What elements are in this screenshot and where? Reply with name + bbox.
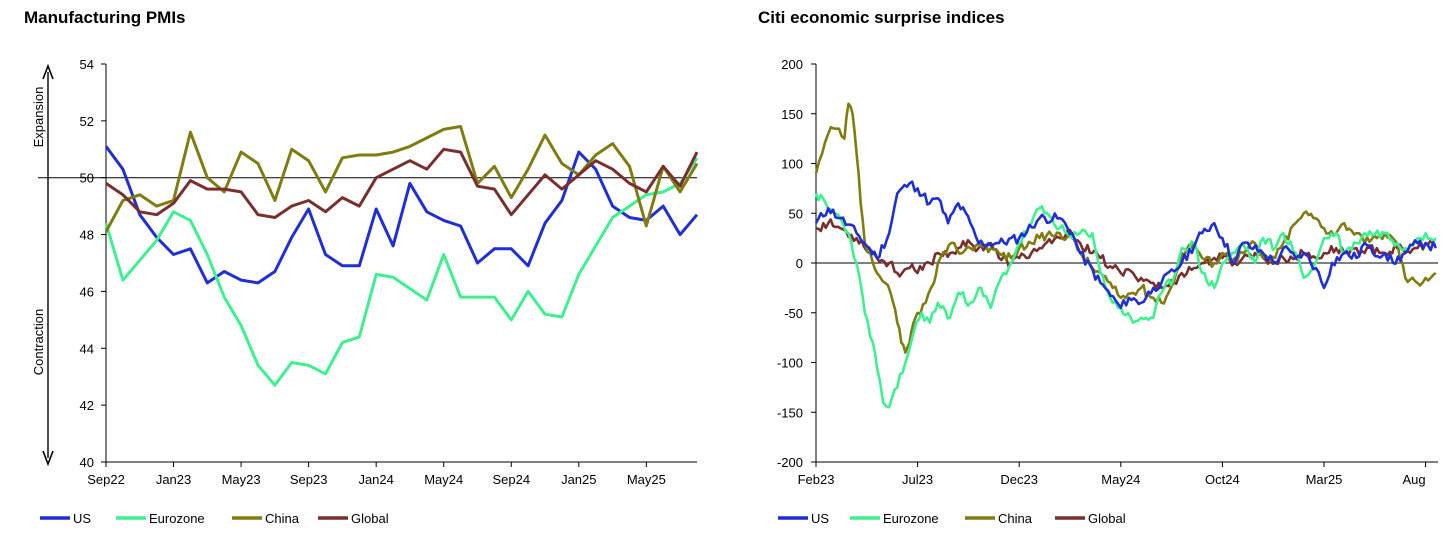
expansion-label: Expansion (31, 87, 46, 148)
pmi-chart-title: Manufacturing PMIs (24, 8, 186, 27)
cesi-y-tick-label: -100 (777, 356, 803, 371)
cesi-legend-label-eurozone: Eurozone (883, 511, 939, 526)
pmi-x-tick-label: Jan24 (358, 472, 393, 487)
cesi-y-tick-label: 0 (796, 256, 803, 271)
cesi-series-line-china (814, 102, 1437, 354)
pmi-legend-label-eurozone: Eurozone (149, 511, 205, 526)
cesi-y-tick-label: 100 (781, 157, 803, 172)
pmi-series-line-us (104, 145, 699, 285)
cesi-legend-label-china: China (998, 511, 1033, 526)
arrow-down-icon (42, 450, 54, 467)
pmi-series-line-china (104, 125, 699, 233)
cesi-chart-title: Citi economic surprise indices (758, 8, 1005, 27)
cesi-x-tick-label: Feb23 (798, 472, 835, 487)
pmi-series-line-eurozone (104, 156, 699, 387)
cesi-x-tick-label: Dec23 (1000, 472, 1038, 487)
cesi-x-tick-label: Jul23 (902, 472, 933, 487)
pmi-y-tick-label: 46 (80, 284, 94, 299)
pmi-legend-label-china: China (265, 511, 300, 526)
pmi-legend-label-global: Global (351, 511, 389, 526)
pmi-x-tick-label: Jan25 (561, 472, 596, 487)
pmi-y-tick-label: 54 (80, 57, 94, 72)
pmi-y-tick-label: 42 (80, 398, 94, 413)
pmi-y-tick-label: 44 (80, 341, 94, 356)
cesi-series-line-global (815, 218, 1437, 290)
arrow-up-icon (42, 63, 54, 80)
pmi-y-tick-label: 48 (80, 228, 94, 243)
pmi-x-tick-label: Jan23 (156, 472, 191, 487)
cesi-y-tick-label: -200 (777, 455, 803, 470)
cesi-y-tick-label: -150 (777, 405, 803, 420)
cesi-x-tick-label: May24 (1101, 472, 1140, 487)
pmi-y-tick-label: 52 (80, 114, 94, 129)
pmi-x-tick-label: May23 (222, 472, 261, 487)
pmi-y-tick-label: 40 (80, 455, 94, 470)
cesi-legend-label-us: US (811, 511, 829, 526)
cesi-x-tick-label: Aug (1402, 472, 1425, 487)
cesi-y-tick-label: -50 (784, 306, 803, 321)
pmi-x-tick-label: Sep22 (87, 472, 125, 487)
pmi-x-tick-label: May25 (627, 472, 666, 487)
pmi-x-tick-label: Sep23 (290, 472, 328, 487)
cesi-x-tick-label: Mar25 (1306, 472, 1343, 487)
contraction-label: Contraction (31, 309, 46, 375)
cesi-legend-label-global: Global (1088, 511, 1126, 526)
pmi-series-line-global (105, 147, 699, 219)
pmi-x-tick-label: Sep24 (492, 472, 530, 487)
cesi-y-tick-label: 50 (789, 206, 803, 221)
cesi-y-tick-label: 200 (781, 57, 803, 72)
cesi-y-tick-label: 150 (781, 107, 803, 122)
cesi-series-line-us (814, 180, 1437, 310)
pmi-x-tick-label: May24 (424, 472, 463, 487)
pmi-legend-label-us: US (73, 511, 91, 526)
cesi-x-tick-label: Oct24 (1205, 472, 1240, 487)
cesi-series-line-eurozone (814, 192, 1437, 409)
